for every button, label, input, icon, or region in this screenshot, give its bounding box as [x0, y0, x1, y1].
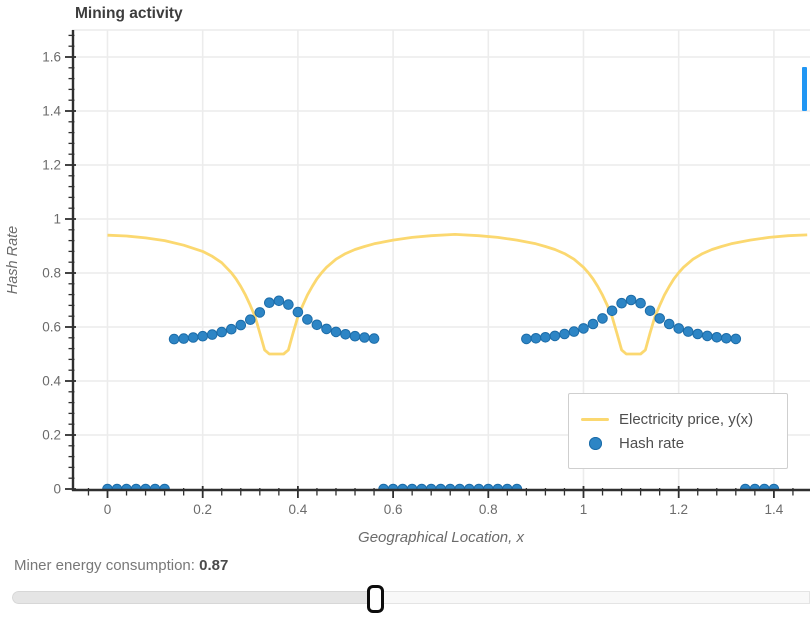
hash-rate-point — [568, 326, 580, 337]
hash-rate-point — [245, 314, 256, 326]
y-tick-label: 0.8 — [42, 266, 61, 281]
hash-rate-point — [673, 323, 685, 334]
hash-rate-point — [597, 313, 608, 324]
y-tick-label: 1.4 — [42, 104, 61, 119]
hash-rate-point — [254, 307, 266, 318]
hash-rate-point — [264, 297, 275, 309]
y-axis-label: Hash Rate — [5, 225, 21, 295]
hash-rate-point — [359, 332, 370, 343]
energy-slider[interactable] — [0, 584, 810, 616]
line-swatch — [581, 417, 609, 421]
y-tick-label: 1.6 — [42, 50, 61, 65]
hash-rate-point — [340, 329, 351, 340]
hash-rate-point — [178, 333, 189, 344]
hash-rate-point — [216, 326, 227, 338]
hash-rate-point — [682, 326, 694, 337]
hash-rate-point — [559, 328, 570, 340]
legend-item-electricity-price: Electricity price, y(x) — [581, 411, 787, 428]
hash-rate-point — [711, 332, 723, 343]
hash-rate-point — [330, 326, 342, 338]
slider-track-rest[interactable] — [375, 591, 810, 604]
hash-rate-point — [521, 333, 532, 345]
y-tick-label: 0.4 — [42, 374, 61, 389]
dot-swatch-wrap — [581, 435, 609, 452]
hash-rate-point — [349, 330, 361, 342]
electricity-price-line — [107, 233, 808, 356]
hash-rate-point — [206, 329, 218, 340]
hash-rate-point — [616, 297, 627, 309]
x-tick-label: 0 — [104, 502, 112, 517]
x-axis-label: Geographical Location, x — [358, 529, 524, 546]
slider-readout: Miner energy consumption: 0.87 — [14, 557, 228, 574]
hash-rate-point — [721, 333, 732, 344]
slider-handle[interactable] — [366, 585, 384, 613]
x-tick-label: 1.2 — [669, 502, 688, 517]
y-tick-label: 1.2 — [42, 158, 61, 173]
hash-rate-point — [540, 332, 551, 343]
hash-rate-point — [635, 297, 646, 309]
hash-rate-point — [702, 330, 713, 342]
hash-rate-point — [606, 305, 618, 317]
hash-rate-point — [187, 332, 199, 343]
x-tick-label: 1.4 — [765, 502, 784, 517]
hash-rate-point — [235, 319, 247, 331]
hash-rate-point — [644, 305, 656, 317]
legend-item-hash-rate: Hash rate — [581, 435, 787, 452]
hash-rate-point — [197, 330, 208, 342]
dot-swatch — [588, 437, 602, 451]
hash-rate-point — [730, 333, 742, 345]
x-tick-label: 0.2 — [193, 502, 212, 517]
y-tick-label: 0 — [53, 482, 61, 497]
y-tick-label: 0.2 — [42, 428, 61, 443]
legend-label: Electricity price, y(x) — [619, 410, 754, 428]
hash-rate-point — [226, 323, 237, 335]
hash-rate-point — [168, 333, 180, 345]
slider-readout-label: Miner energy consumption: — [14, 557, 195, 574]
hash-rate-point — [530, 333, 542, 344]
x-tick-label: 0.4 — [289, 502, 308, 517]
x-tick-label: 1 — [580, 502, 588, 517]
hash-rate-point — [292, 306, 304, 318]
chart-title: Mining activity — [75, 5, 183, 22]
slider-track[interactable] — [12, 591, 810, 604]
hash-rate-point — [549, 330, 561, 342]
scrollbar-thumb[interactable] — [802, 67, 807, 111]
hash-rate-scatter — [102, 294, 780, 490]
x-tick-label: 0.8 — [479, 502, 498, 517]
hash-rate-point — [273, 295, 285, 307]
hash-rate-point — [692, 328, 704, 340]
hash-rate-point — [311, 319, 323, 331]
hash-rate-point — [587, 318, 599, 330]
hash-rate-point — [302, 314, 313, 325]
hash-rate-point — [663, 318, 675, 330]
hash-rate-point — [625, 294, 637, 306]
slider-readout-value: 0.87 — [199, 557, 229, 574]
hash-rate-point — [654, 313, 666, 324]
chart-legend: Electricity price, y(x) Hash rate — [568, 393, 788, 469]
hash-rate-point — [578, 323, 589, 334]
hash-rate-point — [321, 323, 332, 335]
legend-label: Hash rate — [619, 434, 685, 452]
slider-track-filled[interactable] — [12, 591, 376, 604]
y-tick-label: 0.6 — [42, 320, 61, 335]
chart-canvas: 0 0.2 0.4 0.6 0.8 1 1.2 1.4 0 0.2 0.4 0.6 0.8 1 1.2 1.4… — [42, 29, 810, 517]
hash-rate-point — [368, 333, 380, 344]
hash-rate-point — [283, 299, 294, 310]
x-tick-label: 0.6 — [384, 502, 403, 517]
y-tick-label: 1 — [53, 212, 61, 227]
